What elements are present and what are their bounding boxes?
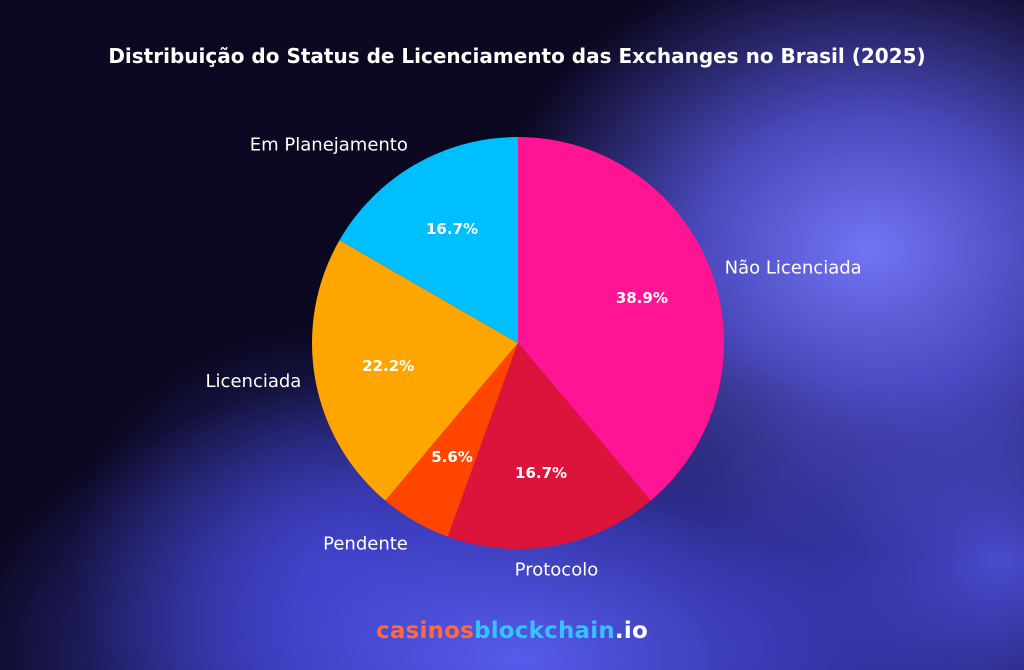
- category-label-pendente: Pendente: [323, 533, 408, 554]
- brand-logo: casinosblockchain.io: [0, 618, 1024, 644]
- brand-part-blockchain: blockchain: [474, 618, 615, 644]
- category-label-licenciada: Licenciada: [206, 371, 302, 392]
- pct-label-nao-licenciada: 38.9%: [616, 289, 668, 307]
- category-label-protocolo: Protocolo: [515, 560, 599, 581]
- pie-slice-em-planejamento: [339, 137, 518, 343]
- category-labels: Não Licenciada Protocolo Pendente Licenciad…: [206, 135, 862, 581]
- brand-part-casinos: casinos: [376, 618, 475, 644]
- category-label-nao-licenciada: Não Licenciada: [725, 258, 862, 279]
- chart-title: Distribuição do Status de Licenciamento …: [108, 44, 925, 68]
- category-label-em-planejamento: Em Planejamento: [250, 135, 408, 156]
- percentage-labels: 38.9% 16.7% 5.6% 22.2% 16.7%: [362, 220, 668, 482]
- pct-label-em-planejamento: 16.7%: [426, 220, 478, 238]
- pie-slice-protocolo: [447, 343, 651, 549]
- pie-slice-pendente: [385, 343, 518, 537]
- pct-label-licenciada: 22.2%: [362, 357, 414, 375]
- pie-slice-nao-licenciada: [518, 137, 724, 501]
- pie-slice-licenciada: [311, 240, 518, 501]
- pct-label-protocolo: 16.7%: [515, 464, 567, 482]
- pie-slices: [311, 137, 724, 549]
- brand-part-io: .io: [614, 618, 648, 644]
- pct-label-pendente: 5.6%: [431, 448, 473, 466]
